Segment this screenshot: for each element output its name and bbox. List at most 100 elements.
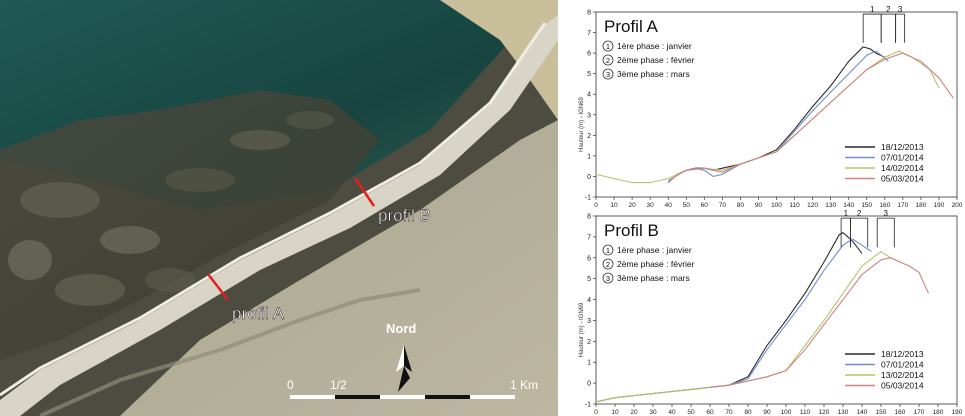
phase-number: 1 [606, 246, 610, 255]
beach-ridge [0, 15, 558, 416]
y-tick-label: 6 [587, 51, 591, 58]
series-line-2 [667, 50, 889, 184]
y-tick-label: 5 [587, 276, 591, 283]
phase-label: 3ème phase : mars [617, 69, 690, 79]
x-tick-label: 40 [668, 409, 676, 416]
x-tick-label: 190 [952, 409, 963, 416]
legend-label: 14/02/2014 [881, 163, 924, 173]
x-tick-label: 30 [647, 202, 655, 209]
x-tick-label: 10 [610, 202, 618, 209]
x-tick-label: 160 [895, 409, 906, 416]
y-tick-label: 4 [587, 297, 591, 304]
x-tick-label: 60 [706, 409, 714, 416]
phase-number-circle [602, 244, 614, 256]
phase-label: 2ème phase : février [617, 259, 695, 269]
chart-title: Profil A [604, 17, 659, 36]
x-tick-label: 40 [665, 202, 673, 209]
north-label: Nord [386, 321, 416, 336]
x-tick-label: 120 [807, 202, 818, 209]
chart-title: Profil B [604, 221, 659, 240]
beach-edge [0, 22, 547, 397]
phase-number-circle [602, 68, 614, 80]
x-tick-label: 130 [838, 409, 849, 416]
scale-bar [290, 395, 515, 399]
legend-label: 07/01/2014 [881, 360, 924, 370]
x-tick-label: 0 [594, 409, 598, 416]
y-tick-label: 1 [587, 153, 591, 160]
x-tick-label: 200 [952, 202, 963, 209]
scale-label-half: 1/2 [330, 378, 347, 392]
y-tick-label: 5 [587, 71, 591, 78]
scale-label-0: 0 [287, 378, 294, 392]
phase-bracket-label: 1 [870, 5, 875, 14]
x-tick-label: 180 [933, 409, 944, 416]
x-tick-label: 20 [630, 409, 638, 416]
x-tick-label: 100 [771, 202, 782, 209]
x-tick-label: 10 [611, 409, 619, 416]
x-tick-label: 100 [781, 409, 792, 416]
x-tick-label: 130 [825, 202, 836, 209]
phase-label: 1ère phase : janvier [617, 41, 692, 51]
series-line-4 [709, 257, 930, 388]
tidal-channel [39, 288, 421, 416]
x-tick-label: 70 [725, 409, 733, 416]
profile-b-line [353, 177, 376, 207]
x-tick-label: 60 [701, 202, 709, 209]
legend-label: 18/12/2013 [881, 349, 924, 359]
phase-number-circle [602, 272, 614, 284]
profile-a-line [207, 273, 229, 301]
phase-label: 3ème phase : mars [617, 273, 690, 283]
phase-bracket-label: 2 [857, 209, 862, 218]
phase-number: 3 [606, 70, 610, 79]
y-tick-label: 2 [587, 133, 591, 140]
phase-bracket-label: 3 [884, 209, 889, 218]
x-tick-label: 150 [876, 409, 887, 416]
y-axis-label: Hauteur (m) - IGN69 [579, 302, 585, 357]
y-axis-label: Hauteur (m) - IGN69 [579, 97, 585, 152]
phase-number-circle [602, 258, 614, 270]
x-tick-label: 110 [789, 202, 800, 209]
y-tick-label: 4 [587, 92, 591, 99]
x-tick-label: 90 [763, 409, 771, 416]
phase-number-circle [602, 54, 614, 66]
x-tick-label: 160 [879, 202, 890, 209]
profile-b-label: profil B [378, 206, 431, 225]
phase-number: 2 [606, 56, 610, 65]
y-tick-label: 2 [587, 339, 591, 346]
y-tick-label: 0 [587, 174, 591, 181]
y-tick-label: 8 [587, 10, 591, 17]
x-tick-label: 90 [755, 202, 763, 209]
x-tick-label: 120 [819, 409, 830, 416]
x-tick-label: 50 [687, 409, 695, 416]
x-tick-label: 80 [744, 409, 752, 416]
x-tick-label: 140 [843, 202, 854, 209]
series-line-1 [667, 46, 886, 184]
y-tick-label: 7 [587, 30, 591, 37]
y-tick-label: 8 [587, 214, 591, 221]
series-line-4 [667, 52, 954, 182]
phase-bracket-label: 2 [886, 5, 891, 14]
x-tick-label: 50 [683, 202, 691, 209]
x-tick-label: 30 [649, 409, 657, 416]
y-tick-label: 7 [587, 234, 591, 241]
tidal-flat [120, 120, 558, 416]
legend-label: 18/12/2013 [881, 142, 924, 152]
legend-label: 07/01/2014 [881, 153, 924, 163]
phase-bracket-label: 3 [898, 5, 903, 14]
legend-label: 05/03/2014 [881, 381, 924, 391]
series-line-2 [728, 238, 872, 386]
y-tick-label: 6 [587, 255, 591, 262]
legend-label: 13/02/2014 [881, 370, 924, 380]
x-tick-label: 140 [857, 409, 868, 416]
x-tick-label: 0 [594, 202, 598, 209]
sand-bank [440, 0, 558, 120]
phase-bracket-label: 1 [844, 209, 849, 218]
x-tick-label: 150 [861, 202, 872, 209]
phase-number: 1 [606, 42, 610, 51]
x-tick-label: 190 [934, 202, 945, 209]
legend-label: 05/03/2014 [881, 174, 924, 184]
x-tick-label: 110 [800, 409, 811, 416]
rock-texture [8, 111, 334, 306]
